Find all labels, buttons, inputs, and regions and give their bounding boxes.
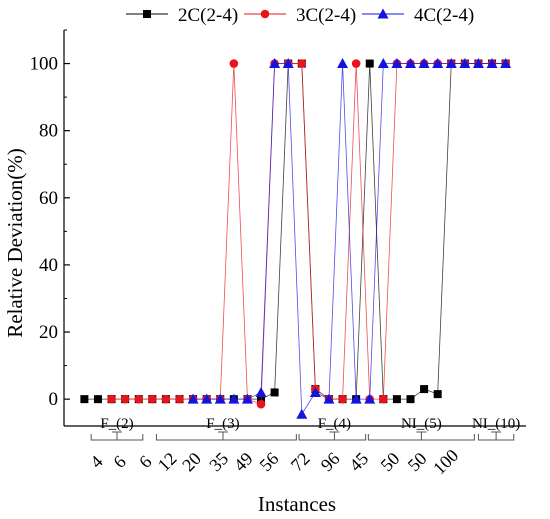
data-point <box>255 386 267 397</box>
legend-label: 2C(2-4) <box>178 5 238 26</box>
data-point <box>270 388 279 397</box>
x-tick-label: 56 <box>256 448 283 475</box>
y-axis: 0 20 40 60 80 100 <box>30 29 70 426</box>
data-point <box>433 390 442 399</box>
x-tick-label: 50 <box>404 448 431 475</box>
series-line <box>111 63 506 405</box>
series-line <box>193 63 506 416</box>
group-label: NI_(5) <box>401 416 442 432</box>
data-point <box>365 59 374 68</box>
x-tick-label: 35 <box>205 448 232 475</box>
legend: 2C(2-4) 3C(2-4) 4C(2-4) <box>126 5 474 26</box>
data-point <box>175 394 184 404</box>
data-point <box>445 58 457 69</box>
data-point <box>297 59 307 68</box>
data-point <box>500 58 512 69</box>
y-tick-label: 60 <box>39 188 58 209</box>
y-tick-label: 80 <box>39 121 58 142</box>
group-label: F_(4) <box>318 416 351 432</box>
data-point <box>459 58 471 69</box>
x-tick-label: 72 <box>287 448 314 475</box>
x-tick-label: 12 <box>154 448 181 475</box>
group-label: F_(2) <box>100 416 133 432</box>
data-point <box>241 393 253 404</box>
data-point <box>323 393 335 404</box>
series-4C(2-4) <box>187 58 512 419</box>
legend-label: 4C(2-4) <box>414 5 474 26</box>
x-tick-label: 100 <box>429 445 462 478</box>
data-point <box>120 394 130 404</box>
legend-entry: 2C(2-4) <box>126 5 238 26</box>
data-point <box>214 393 226 404</box>
data-point <box>93 395 102 404</box>
group-label: NI_(10) <box>472 416 520 432</box>
group-bracket: F_(3) <box>155 416 297 441</box>
legend-marker <box>260 9 270 19</box>
group-bracket: F_(4) <box>298 416 367 441</box>
data-point <box>148 394 157 404</box>
data-point <box>486 58 498 69</box>
x-tick-label: 96 <box>317 448 344 475</box>
data-point <box>392 395 401 404</box>
data-point <box>80 395 89 404</box>
data-point <box>432 58 444 69</box>
data-point <box>418 58 430 69</box>
y-tick-label: 20 <box>39 322 58 343</box>
data-point <box>379 394 388 404</box>
x-tick-label: 50 <box>377 448 404 475</box>
group-bracket: NI_(5) <box>367 416 475 441</box>
legend-entry: 4C(2-4) <box>362 5 474 26</box>
x-axis-label: Instances <box>258 492 336 516</box>
data-point <box>406 395 415 404</box>
data-point <box>256 399 266 409</box>
data-point <box>134 394 144 404</box>
x-tick-label: 6 <box>135 452 156 473</box>
x-tick-label: 4 <box>86 452 107 473</box>
data-point <box>364 393 376 404</box>
data-point <box>377 58 389 69</box>
data-point <box>405 58 416 69</box>
data-point <box>296 408 308 419</box>
data-point <box>338 394 347 404</box>
group-label: F_(3) <box>206 416 239 432</box>
y-tick-label: 100 <box>30 54 59 75</box>
group-bracket: F_(2) <box>90 416 144 441</box>
plot-area <box>80 58 512 419</box>
data-point <box>472 58 484 69</box>
x-tick-label: 20 <box>178 448 205 475</box>
legend-label: 3C(2-4) <box>296 5 356 26</box>
y-tick-label: 40 <box>39 255 58 276</box>
data-point <box>107 394 116 404</box>
data-point <box>229 59 239 68</box>
data-point <box>201 393 213 404</box>
data-point <box>187 393 199 404</box>
data-point <box>282 58 294 69</box>
data-point <box>269 58 281 69</box>
legend-entry: 3C(2-4) <box>244 5 356 26</box>
data-point <box>161 394 171 404</box>
x-tick-label: 6 <box>109 452 130 473</box>
x-tick-label: 49 <box>230 448 257 475</box>
data-point <box>351 59 361 68</box>
data-point <box>309 386 321 397</box>
data-point <box>228 393 240 404</box>
data-point <box>350 393 362 404</box>
data-point <box>420 385 429 394</box>
legend-marker <box>143 10 151 18</box>
legend-marker <box>377 8 389 19</box>
y-axis-label: Relative Deviation(%) <box>3 148 27 338</box>
x-tick-label: 45 <box>345 448 372 475</box>
group-bracket: NI_(10) <box>472 416 520 441</box>
data-point <box>337 58 349 69</box>
data-point <box>391 58 403 69</box>
y-tick-label: 0 <box>49 389 59 410</box>
